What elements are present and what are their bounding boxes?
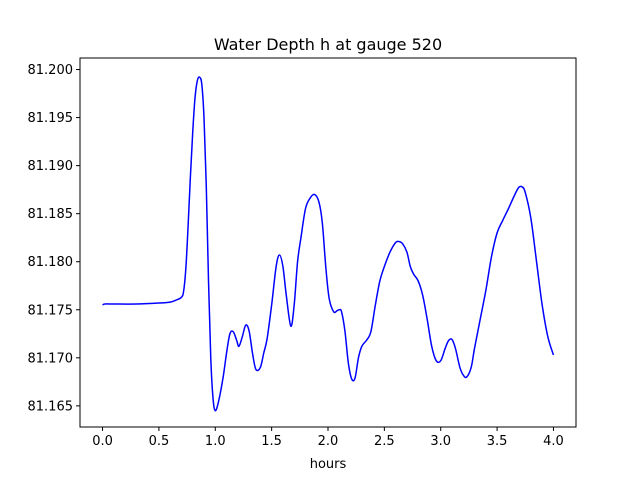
x-tick-label: 2.0 bbox=[318, 434, 339, 449]
x-tick-label: 0.5 bbox=[149, 434, 170, 449]
y-tick-label: 81.175 bbox=[28, 303, 74, 318]
x-tick-label: 2.5 bbox=[374, 434, 395, 449]
x-axis: 0.0 0.5 1.0 1.5 2.0 2.5 3.0 3.5 4.0 bbox=[92, 427, 564, 449]
series-line bbox=[102, 76, 555, 412]
x-tick-label: 0.0 bbox=[92, 434, 113, 449]
data-layer bbox=[102, 76, 555, 412]
y-tick-label: 81.185 bbox=[28, 207, 74, 222]
y-tick-label: 81.180 bbox=[28, 255, 74, 270]
chart-title: Water Depth h at gauge 520 bbox=[214, 35, 442, 54]
y-tick-label: 81.165 bbox=[28, 399, 74, 414]
x-tick-label: 1.5 bbox=[261, 434, 282, 449]
plot-frame bbox=[79, 57, 577, 428]
x-axis-label: hours bbox=[310, 457, 347, 472]
x-tick-label: 4.0 bbox=[543, 434, 564, 449]
x-tick-label: 1.0 bbox=[205, 434, 226, 449]
y-tick-label: 81.170 bbox=[28, 351, 74, 366]
x-tick-label: 3.0 bbox=[430, 434, 451, 449]
y-tick-label: 81.195 bbox=[28, 111, 74, 126]
x-tick-label: 3.5 bbox=[487, 434, 508, 449]
y-axis: 81.165 81.170 81.175 81.180 81.185 81.190 81.1… bbox=[28, 63, 80, 414]
y-tick-label: 81.190 bbox=[28, 159, 74, 174]
y-tick-label: 81.200 bbox=[28, 63, 74, 78]
